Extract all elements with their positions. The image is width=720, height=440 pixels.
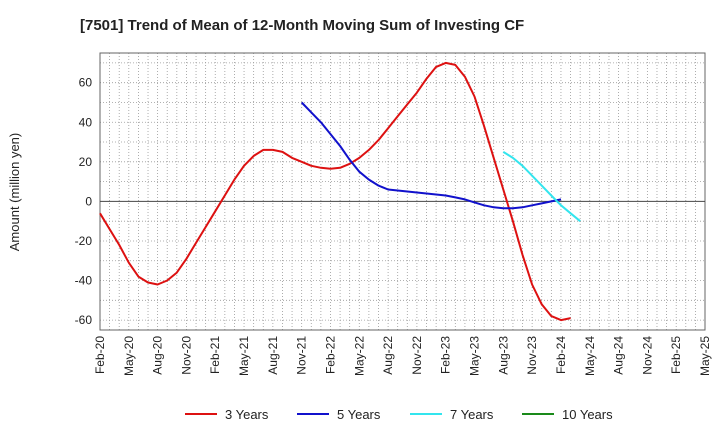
x-tick-label: May-22	[352, 336, 366, 376]
x-tick-label: Nov-24	[640, 336, 654, 375]
y-tick-label: 0	[85, 194, 92, 208]
y-tick-label: -20	[75, 234, 93, 248]
y-tick-label: 40	[79, 115, 93, 129]
y-tick-label: -60	[75, 313, 93, 327]
series-group	[99, 61, 581, 322]
legend-label: 5 Years	[337, 407, 381, 422]
y-axis: -60 -40 -20 0 20 40 60	[75, 76, 93, 327]
plot-frame	[99, 52, 706, 331]
y-tick-label: 60	[79, 76, 93, 90]
x-tick-label: Feb-23	[439, 336, 453, 374]
series-line	[99, 61, 571, 322]
legend-label: 7 Years	[450, 407, 494, 422]
x-tick-label: Nov-22	[410, 336, 424, 375]
x-tick-label: Feb-25	[669, 336, 683, 374]
x-tick-label: Aug-22	[381, 336, 395, 375]
y-tick-label: 20	[79, 155, 93, 169]
series-line	[502, 151, 581, 222]
legend-label: 3 Years	[225, 407, 269, 422]
legend: 3 Years 5 Years 7 Years 10 Years	[185, 407, 613, 422]
x-tick-label: Aug-20	[151, 336, 165, 375]
x-tick-label: May-25	[698, 336, 712, 376]
x-tick-label: Nov-20	[179, 336, 193, 375]
y-axis-label: Amount (million yen)	[7, 133, 22, 252]
x-tick-label: Feb-21	[208, 336, 222, 374]
series-line	[300, 101, 562, 210]
x-tick-label: May-20	[122, 336, 136, 376]
x-tick-label: Feb-24	[554, 336, 568, 374]
x-tick-label: Aug-24	[612, 336, 626, 375]
x-tick-label: May-21	[237, 336, 251, 376]
y-tick-label: -40	[75, 274, 93, 288]
x-tick-label: Nov-21	[295, 336, 309, 375]
x-tick-label: Aug-23	[496, 336, 510, 375]
x-tick-label: Feb-20	[93, 336, 107, 374]
legend-label: 10 Years	[562, 407, 613, 422]
chart-title: [7501] Trend of Mean of 12-Month Moving …	[80, 17, 524, 34]
x-tick-label: May-24	[583, 336, 597, 376]
x-tick-label: Nov-23	[525, 336, 539, 375]
x-axis: Feb-20 May-20 Aug-20 Nov-20 Feb-21 May-21 Aug-…	[93, 336, 712, 376]
x-tick-label: May-23	[468, 336, 482, 376]
x-tick-label: Aug-21	[266, 336, 280, 375]
x-tick-label: Feb-22	[323, 336, 337, 374]
